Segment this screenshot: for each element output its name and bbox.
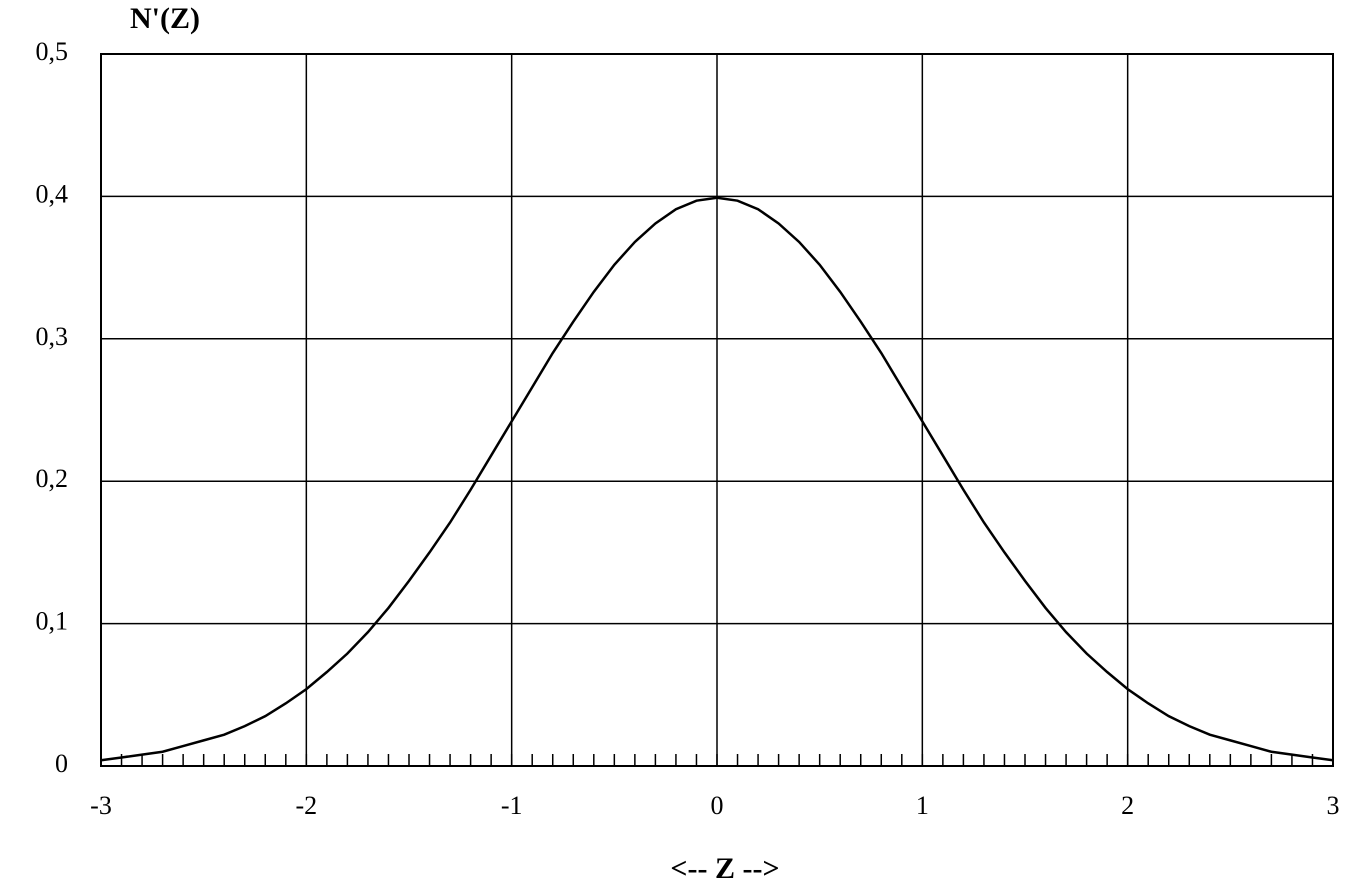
x-tick-label: -3 [90, 791, 112, 820]
x-tick-label: 0 [711, 791, 724, 820]
x-tick-label: 3 [1327, 791, 1340, 820]
y-tick-label: 0,2 [36, 464, 69, 493]
y-tick-label: 0,5 [36, 37, 69, 66]
x-tick-label: -1 [501, 791, 523, 820]
x-tick-label: 2 [1121, 791, 1134, 820]
y-tick-label: 0 [55, 749, 68, 778]
x-tick-label: 1 [916, 791, 929, 820]
x-axis-label: <-- Z --> [670, 852, 779, 885]
x-tick-label: -2 [295, 791, 317, 820]
y-tick-label: 0,4 [36, 179, 69, 208]
y-tick-label: 0,3 [36, 322, 69, 351]
y-tick-label: 0,1 [36, 607, 69, 636]
line-series [100, 196, 1334, 762]
chart-title: N'(Z) [130, 2, 200, 35]
